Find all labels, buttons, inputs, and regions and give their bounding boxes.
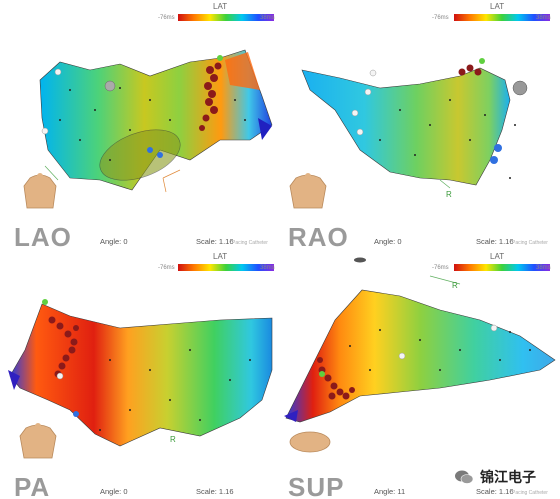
lao-scale-min: -76ms	[158, 15, 175, 21]
lao-scale: Scale: 1.16	[196, 237, 234, 246]
rao-chamber-surface	[301, 67, 511, 186]
pa-scale-max: 38ms	[260, 265, 275, 271]
lao-angle: Angle: 0	[100, 237, 128, 246]
rao-faint-label: Pacing Catheter	[512, 240, 548, 246]
sup-faint-label: Pacing Catheter	[512, 490, 548, 496]
lao-early-region	[225, 52, 260, 90]
sup-late-region	[284, 410, 298, 422]
pa-view-label: PA	[14, 472, 51, 499]
rao-scale-title: LAT	[490, 2, 505, 11]
pa-late-region	[8, 370, 20, 390]
pa-markers	[42, 299, 79, 417]
pa-scale: Scale: 1.16	[196, 487, 234, 496]
sup-angle: Angle: 11	[374, 487, 406, 496]
sup-orientation-label: R	[452, 281, 458, 290]
lao-markers	[41, 55, 223, 158]
lao-axis-line	[162, 169, 181, 179]
sup-scale-max: 38ms	[536, 265, 551, 271]
rao-axis-line	[439, 179, 451, 189]
panel-lao[interactable]: LAT -76ms 38ms LAO Angle: 0 Scale: 1.16 …	[0, 0, 280, 249]
lao-scar-outline	[99, 129, 181, 181]
rao-mapping-points	[379, 99, 516, 179]
sup-scale: Scale: 1.16	[476, 487, 514, 496]
lao-ablation-points	[199, 62, 222, 131]
pa-scale-min: -76ms	[158, 265, 175, 271]
lao-mapping-points	[59, 87, 246, 161]
lao-late-region	[258, 118, 272, 140]
panel-rao[interactable]: R LAT -76ms 38ms RAO Angle: 0 Scale: 1.1…	[280, 0, 560, 249]
rao-scale-min: -76ms	[432, 15, 449, 21]
watermark-text: 锦江电子	[480, 469, 536, 485]
panel-pa[interactable]: R LAT -76ms 38ms PA Angle: 0 Scale: 1.16	[0, 250, 280, 499]
sup-chamber-surface	[285, 289, 556, 423]
rao-angle: Angle: 0	[374, 237, 402, 246]
sup-catheter-tips	[354, 257, 366, 263]
wechat-icon	[455, 470, 474, 484]
lao-view-label: LAO	[14, 222, 72, 249]
rao-ablation-points	[458, 64, 482, 76]
sup-axis-line	[429, 275, 461, 285]
rao-torso-icon	[289, 173, 327, 209]
lao-scale-max: 38ms	[260, 15, 275, 21]
sup-torso-icon	[289, 431, 331, 453]
rao-view-label: RAO	[288, 222, 349, 249]
lao-axis-line	[162, 177, 167, 193]
lao-faint-label: Pacing Catheter	[232, 240, 268, 246]
sup-markers	[319, 324, 498, 377]
pa-torso-icon	[19, 423, 57, 459]
lao-torso-icon	[23, 173, 57, 209]
pa-orientation-label: R	[170, 435, 176, 444]
sup-scale-min: -76ms	[432, 265, 449, 271]
rao-scale: Scale: 1.16	[476, 237, 514, 246]
watermark: 锦江电子	[454, 466, 554, 488]
rao-orientation-label: R	[446, 190, 452, 199]
lat-map-lao[interactable]	[0, 0, 280, 249]
lat-map-sup[interactable]: R	[280, 250, 560, 499]
lat-map-pa[interactable]: R	[0, 250, 280, 499]
lao-scale-title: LAT	[213, 2, 228, 11]
lat-map-rao[interactable]: R	[280, 0, 560, 249]
pa-mapping-points	[99, 349, 251, 431]
sup-color-scale	[454, 264, 550, 271]
sup-ablation-points	[317, 357, 355, 400]
sup-mapping-points	[349, 329, 531, 371]
pa-angle: Angle: 0	[100, 487, 128, 496]
rao-markers	[351, 58, 528, 164]
lao-axis-line	[44, 165, 59, 181]
lao-color-scale	[178, 14, 274, 21]
rao-scale-max: 38ms	[536, 15, 551, 21]
sup-view-label: SUP	[288, 472, 345, 499]
rao-color-scale	[454, 14, 550, 21]
pa-scale-title: LAT	[213, 252, 228, 261]
pa-color-scale	[178, 264, 274, 271]
panel-sup[interactable]: R LAT -76ms 38ms SUP Angle: 11 Scale: 1.…	[280, 250, 560, 499]
sup-scale-title: LAT	[490, 252, 505, 261]
